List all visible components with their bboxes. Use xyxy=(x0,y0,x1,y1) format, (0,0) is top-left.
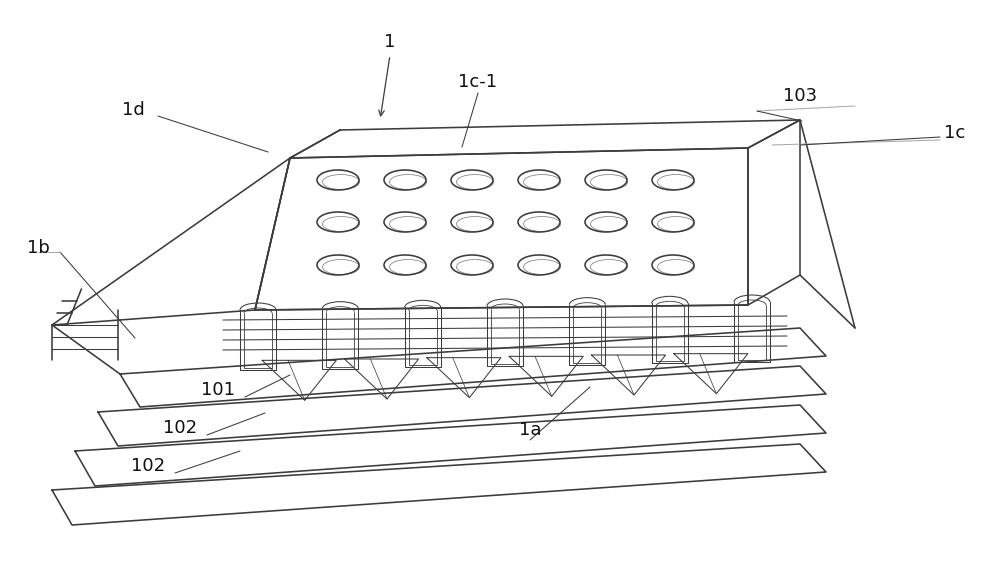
Text: 1a: 1a xyxy=(519,421,541,439)
Text: 1c-1: 1c-1 xyxy=(458,73,498,91)
Text: 1: 1 xyxy=(384,33,396,51)
Text: 101: 101 xyxy=(201,381,235,399)
Text: 102: 102 xyxy=(163,419,197,437)
Text: 102: 102 xyxy=(131,457,165,475)
Text: 1d: 1d xyxy=(122,101,144,119)
Text: 1b: 1b xyxy=(27,239,49,257)
Text: 1c: 1c xyxy=(944,124,966,142)
Text: 103: 103 xyxy=(783,87,817,105)
